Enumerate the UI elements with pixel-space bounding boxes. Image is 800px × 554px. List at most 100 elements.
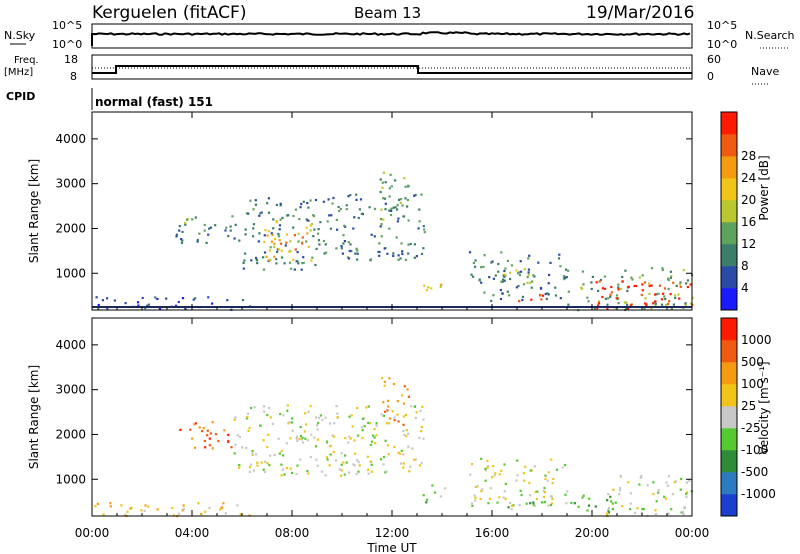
data-cell (310, 433, 313, 436)
data-cell (238, 464, 241, 467)
data-cell (181, 297, 185, 300)
data-cell (282, 414, 285, 417)
data-cell (503, 275, 506, 278)
nsky-label: N.Sky (4, 29, 36, 42)
data-cell (315, 458, 318, 461)
data-cell (294, 208, 297, 211)
data-cell (325, 251, 328, 254)
data-cell (221, 506, 224, 509)
data-cell (286, 404, 289, 407)
data-cell (319, 414, 322, 417)
data-cell (522, 283, 526, 286)
data-cell (382, 171, 385, 174)
data-cell (373, 436, 376, 439)
data-cell (320, 470, 324, 473)
data-cell (654, 300, 657, 303)
data-cell (504, 482, 507, 485)
data-cell (682, 269, 685, 272)
data-cell (546, 479, 549, 482)
data-cell (402, 429, 405, 433)
colorbar-segment (721, 362, 737, 385)
data-cell (626, 303, 629, 306)
data-cell (280, 249, 283, 252)
time-x-axis: 00:00 04:00 08:00 12:00 16:00 20:00 00:00 (75, 112, 709, 540)
data-cell (267, 407, 271, 410)
data-cell (358, 208, 361, 211)
data-cell (207, 233, 210, 236)
data-cell (400, 449, 403, 452)
data-cell (405, 435, 408, 438)
data-cell (266, 445, 269, 449)
data-cell (404, 197, 407, 200)
data-cell (388, 227, 391, 230)
data-cell (587, 504, 591, 507)
data-cell (667, 475, 670, 478)
data-cell (270, 240, 273, 243)
data-cell (384, 202, 387, 205)
freq-tick-bottom: 8 (70, 70, 77, 83)
data-cell (398, 198, 401, 201)
data-cell (275, 203, 278, 207)
data-cell (400, 242, 403, 245)
data-cell (319, 221, 322, 224)
data-cell (203, 439, 206, 443)
cpid-label: CPID (6, 90, 35, 103)
data-cell (380, 223, 383, 226)
data-cell (596, 304, 600, 307)
data-cell (623, 301, 626, 304)
data-cell (263, 240, 266, 244)
data-cell (375, 434, 378, 437)
data-cell (480, 490, 483, 493)
data-cell (680, 511, 683, 514)
data-cell (140, 509, 143, 512)
data-cell (655, 293, 658, 296)
data-cell (617, 286, 620, 289)
data-cell (474, 485, 477, 488)
x-tick-label: 08:00 (275, 526, 310, 540)
data-cell (430, 287, 433, 290)
data-cell (517, 272, 520, 275)
data-cell (329, 453, 332, 456)
data-cell (266, 414, 269, 417)
data-cell (300, 268, 303, 271)
data-cell (338, 468, 341, 471)
data-cell (413, 405, 416, 408)
data-cell (156, 508, 159, 511)
data-cell (291, 471, 294, 474)
data-cell (120, 504, 123, 507)
data-cell (685, 492, 688, 495)
data-cell (399, 198, 402, 201)
data-cell (546, 292, 549, 295)
data-cell (394, 206, 397, 209)
data-cell (524, 465, 527, 468)
data-cell (614, 501, 617, 504)
data-cell (492, 277, 495, 280)
data-cell (144, 307, 147, 310)
data-cell (171, 506, 174, 509)
data-cell (264, 228, 267, 232)
data-cell (381, 186, 384, 189)
data-cell (397, 451, 400, 454)
data-cell (379, 225, 382, 228)
data-cell (562, 276, 565, 279)
data-cell (358, 464, 361, 467)
data-cell (256, 262, 259, 265)
data-cell (260, 211, 263, 214)
data-cell (328, 464, 331, 467)
data-cell (253, 406, 256, 409)
data-cell (317, 228, 320, 231)
data-cell (586, 296, 589, 299)
data-cell (307, 206, 310, 209)
power-panel: 1000 2000 3000 4000 Slant Range [km] 4 8 12 16… (27, 111, 771, 312)
data-cell (318, 243, 321, 246)
data-cell (552, 477, 555, 481)
data-cell (421, 405, 424, 408)
data-cell (488, 497, 492, 500)
data-cell (420, 426, 423, 429)
data-cell (365, 406, 368, 409)
data-cell (417, 227, 420, 230)
data-cell (486, 466, 489, 469)
data-cell (502, 496, 505, 499)
data-cell (558, 253, 561, 256)
data-cell (208, 444, 211, 447)
